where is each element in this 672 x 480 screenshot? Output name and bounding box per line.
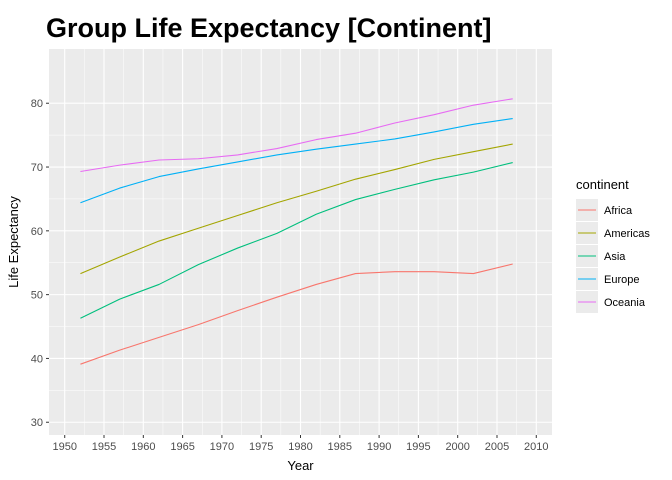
y-axis-ticks: 30 40 50 60 70 80 bbox=[31, 98, 49, 429]
legend: continent Africa Americas Asia Europe Oceani… bbox=[576, 177, 650, 313]
legend-label-asia: Asia bbox=[604, 251, 626, 263]
legend-items: Africa Americas Asia Europe Oceania bbox=[576, 199, 650, 313]
x-tick-label: 1970 bbox=[210, 441, 234, 453]
series-line-americas bbox=[80, 143, 513, 275]
series-line-europe bbox=[80, 117, 513, 204]
y-tick-label: 30 bbox=[31, 417, 43, 429]
y-tick-label: 80 bbox=[31, 98, 43, 110]
y-tick-label: 50 bbox=[31, 290, 43, 302]
x-tick-label: 1990 bbox=[367, 441, 391, 453]
x-tick-label: 1955 bbox=[92, 441, 116, 453]
x-tick-label: 1960 bbox=[131, 441, 155, 453]
series-line-africa bbox=[80, 263, 513, 365]
legend-label-africa: Africa bbox=[604, 205, 633, 217]
series-line-oceania bbox=[80, 98, 513, 173]
y-tick-label: 70 bbox=[31, 162, 43, 174]
legend-title: continent bbox=[576, 177, 629, 192]
x-tick-label: 2010 bbox=[524, 441, 548, 453]
x-tick-label: 2000 bbox=[445, 441, 469, 453]
series-lines bbox=[80, 98, 513, 365]
x-tick-label: 1995 bbox=[406, 441, 430, 453]
x-tick-label: 1950 bbox=[52, 441, 76, 453]
legend-label-americas: Americas bbox=[604, 228, 650, 240]
x-tick-label: 2005 bbox=[485, 441, 509, 453]
x-axis-ticks: 1950 1955 1960 1965 1970 1975 1980 1985 1990 1995… bbox=[52, 435, 549, 453]
x-tick-label: 1975 bbox=[249, 441, 273, 453]
x-tick-label: 1965 bbox=[170, 441, 194, 453]
y-tick-label: 40 bbox=[31, 353, 43, 365]
y-axis-title: Life Expectancy bbox=[6, 196, 21, 288]
legend-label-oceania: Oceania bbox=[604, 297, 646, 309]
grid-major bbox=[49, 49, 552, 435]
series-line-asia bbox=[80, 162, 513, 319]
chart-title: Group Life Expectancy [Continent] bbox=[46, 13, 492, 43]
y-tick-label: 60 bbox=[31, 226, 43, 238]
x-tick-label: 1985 bbox=[328, 441, 352, 453]
x-axis-title: Year bbox=[287, 458, 314, 473]
legend-label-europe: Europe bbox=[604, 274, 639, 286]
x-tick-label: 1980 bbox=[288, 441, 312, 453]
